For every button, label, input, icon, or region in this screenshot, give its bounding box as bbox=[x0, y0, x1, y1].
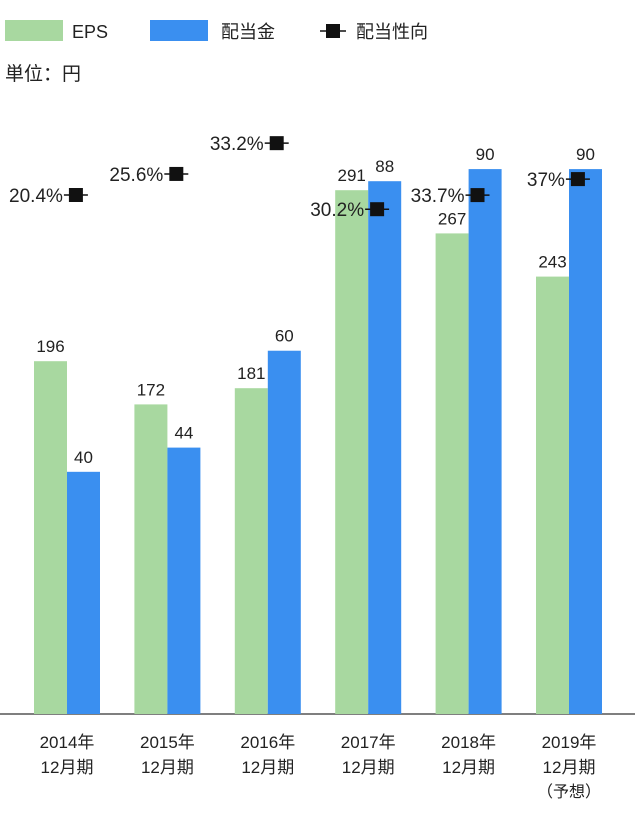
x-tick-year: 2016年 bbox=[240, 733, 295, 752]
x-tick-year: 2014年 bbox=[40, 733, 95, 752]
dividend-bar bbox=[368, 181, 402, 714]
dividend-value-label: 90 bbox=[576, 145, 595, 164]
legend-dividend-label: 配当金 bbox=[221, 22, 275, 42]
payout-markers: 20.4% 25.6% 33.2% 30.2% 33.7% 37% bbox=[9, 134, 590, 221]
eps-bar bbox=[335, 190, 369, 714]
legend-dividend-swatch bbox=[150, 20, 208, 41]
eps-value-label: 291 bbox=[338, 166, 366, 185]
payout-value-label: 37% bbox=[527, 170, 565, 191]
dividend-value-label: 88 bbox=[375, 157, 394, 176]
eps-value-label: 172 bbox=[137, 380, 165, 399]
dividend-value-label: 44 bbox=[174, 424, 193, 443]
legend-eps-swatch bbox=[5, 20, 63, 41]
eps-value-label: 196 bbox=[36, 337, 64, 356]
dividend-value-label: 90 bbox=[476, 145, 495, 164]
payout-value-label: 30.2% bbox=[310, 200, 364, 221]
payout-value-label: 33.7% bbox=[411, 186, 465, 207]
x-axis-labels: 2014年 12月期 2015年 12月期 2016年 12月期 2017年 12月期 2018… bbox=[40, 733, 601, 801]
payout-marker bbox=[570, 172, 585, 187]
payout-marker bbox=[470, 188, 485, 203]
legend: EPS 配当金 配当性向 bbox=[5, 20, 428, 42]
dividend-bar bbox=[167, 447, 201, 714]
eps-bar bbox=[34, 361, 67, 714]
eps-bar bbox=[234, 388, 268, 714]
eps-bar bbox=[536, 276, 569, 714]
eps-value-label: 267 bbox=[438, 209, 466, 228]
x-tick-period: 12月期 bbox=[141, 758, 194, 777]
dividend-value-label: 60 bbox=[275, 327, 294, 346]
x-tick-period: 12月期 bbox=[342, 758, 395, 777]
x-tick-year: 2015年 bbox=[140, 733, 195, 752]
dividend-bar bbox=[267, 350, 301, 714]
eps-bar bbox=[134, 404, 168, 714]
payout-value-label: 25.6% bbox=[109, 165, 163, 186]
x-tick-year: 2018年 bbox=[441, 733, 496, 752]
payout-marker bbox=[169, 166, 184, 181]
eps-value-label: 181 bbox=[237, 364, 265, 383]
bars: 196 40 172 44 181 60 291 88 267 90 243 90 bbox=[34, 145, 602, 714]
legend-payout-label: 配当性向 bbox=[356, 22, 428, 42]
payout-marker bbox=[370, 202, 385, 217]
unit-label: 単位：円 bbox=[5, 63, 81, 85]
x-tick-year: 2017年 bbox=[341, 733, 396, 752]
x-tick-period: 12月期 bbox=[543, 758, 596, 777]
dividend-value-label: 40 bbox=[74, 448, 93, 467]
eps-value-label: 243 bbox=[538, 253, 566, 272]
legend-payout-marker bbox=[326, 24, 340, 38]
x-tick-period: 12月期 bbox=[241, 758, 294, 777]
x-tick-period: 12月期 bbox=[442, 758, 495, 777]
x-tick-note: （予想） bbox=[537, 783, 601, 801]
legend-eps-label: EPS bbox=[72, 22, 108, 42]
x-tick-period: 12月期 bbox=[41, 758, 94, 777]
payout-value-label: 33.2% bbox=[210, 134, 264, 155]
eps-bar bbox=[435, 233, 469, 714]
x-tick-year: 2019年 bbox=[542, 733, 597, 752]
payout-marker bbox=[269, 136, 284, 151]
dividend-bar bbox=[569, 169, 602, 714]
payout-value-label: 20.4% bbox=[9, 186, 63, 207]
dividend-bar bbox=[67, 471, 100, 714]
dividend-bar bbox=[468, 169, 502, 714]
payout-marker bbox=[68, 188, 83, 202]
